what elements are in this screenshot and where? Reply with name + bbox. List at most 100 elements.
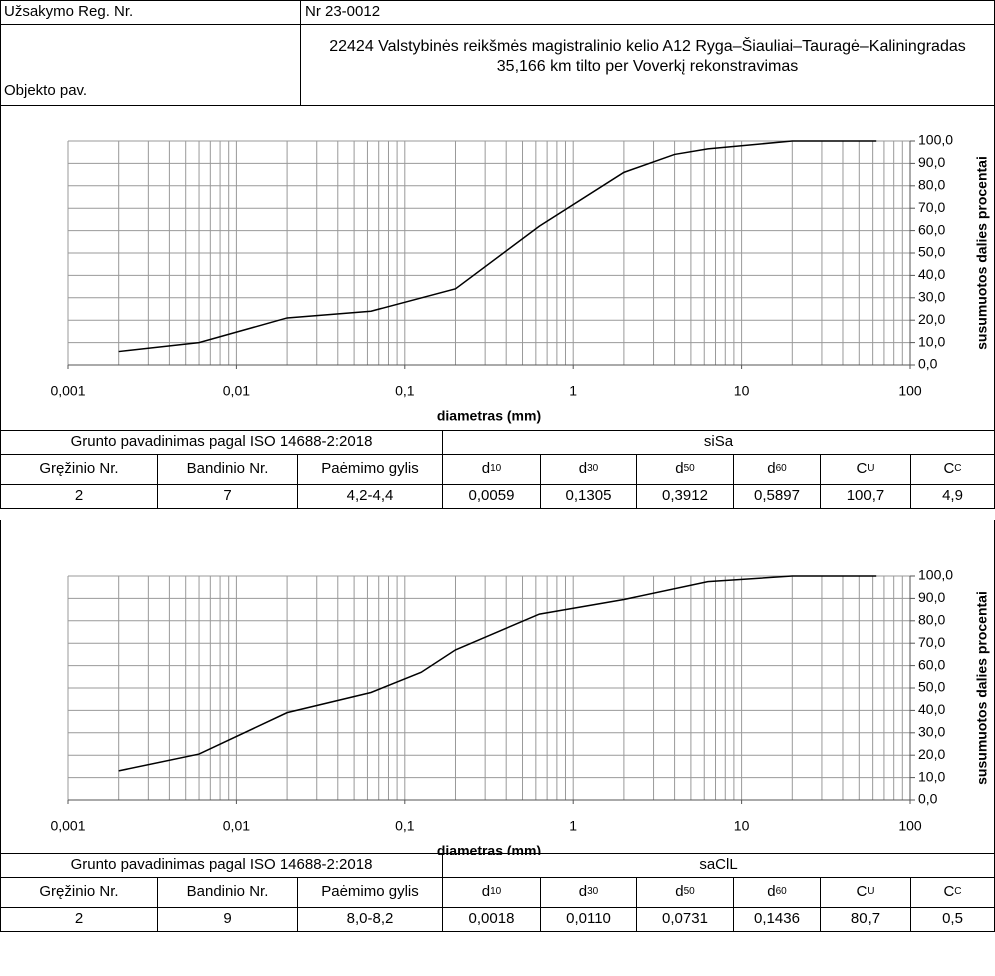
header-subscript: 10: [490, 886, 502, 898]
header-text: Paėmimo gylis: [321, 460, 419, 478]
header-cell: d 10: [442, 454, 541, 485]
x-tick-label: 0,001: [50, 383, 85, 399]
header-subscript: 50: [683, 463, 695, 475]
cell-value: 8,0-8,2: [346, 910, 394, 928]
label-cell: Užsakymo Reg. Nr.: [0, 0, 301, 25]
header-subscript: U: [867, 886, 875, 898]
x-tick-label: 10: [734, 818, 750, 834]
header-text: d: [578, 883, 588, 901]
data-cell: 7: [157, 484, 298, 509]
y-tick-label: 20,0: [918, 311, 945, 327]
cell-value: 2: [74, 910, 84, 928]
x-tick-label: 0,1: [395, 818, 415, 834]
cell-value: 0,1436: [754, 910, 800, 928]
data-cell: 100,7: [820, 484, 911, 509]
cell-value: 0,0731: [662, 910, 708, 928]
title-cell: Grunto pavadinimas pagal ISO 14688-2:201…: [0, 430, 443, 455]
header-text: C: [943, 460, 955, 478]
header-cell: d 10: [442, 877, 541, 908]
value-cell: Nr 23-0012: [300, 0, 995, 25]
y-tick-label: 90,0: [918, 589, 945, 605]
header-subscript: 30: [587, 886, 599, 898]
header-subscript: U: [867, 463, 875, 475]
y-tick-label: 70,0: [918, 199, 945, 215]
data-cell: 0,1436: [733, 907, 821, 932]
data-cell: 0,5: [910, 907, 995, 932]
x-tick-label: 0,01: [223, 383, 250, 399]
name-cell: siSa: [442, 430, 995, 455]
table-title: Grunto pavadinimas pagal ISO 14688-2:201…: [70, 856, 373, 874]
x-tick-label: 100: [898, 383, 922, 399]
cell-value: 9: [223, 910, 232, 928]
header-text: d: [578, 460, 588, 478]
header-cell: d 30: [540, 877, 637, 908]
table-title: Grunto pavadinimas pagal ISO 14688-2:201…: [70, 433, 373, 451]
title-cell: Grunto pavadinimas pagal ISO 14688-2:201…: [0, 853, 443, 878]
header-text: d: [675, 883, 684, 901]
data-cell: 0,0059: [442, 484, 541, 509]
y-tick-label: 60,0: [918, 656, 945, 672]
data-line: [118, 140, 877, 353]
y-tick-label: 90,0: [918, 154, 945, 170]
header-text: Bandinio Nr.: [186, 460, 269, 478]
header-cell: Gręžinio Nr.: [0, 454, 158, 485]
y-tick-label: 80,0: [918, 612, 945, 628]
y-tick-label: 30,0: [918, 724, 945, 740]
data-cell: 2: [0, 907, 158, 932]
header-text: Paėmimo gylis: [321, 883, 419, 901]
header-text: d: [481, 883, 491, 901]
x-tick-label: 100: [898, 818, 922, 834]
x-axis-label: diametras (mm): [437, 408, 541, 424]
cell-value: 0,0018: [468, 910, 515, 928]
x-tick-label: 10: [734, 383, 750, 399]
data-cell: 0,1305: [540, 484, 637, 509]
header-text: C: [856, 883, 868, 901]
header-text: Bandinio Nr.: [186, 883, 269, 901]
chart: 0,010,020,030,040,050,060,070,080,090,01…: [50, 567, 990, 855]
object-label: Objekto pav.: [4, 82, 88, 100]
y-tick-label: 0,0: [918, 356, 938, 372]
data-cell: 8,0-8,2: [297, 907, 443, 932]
header-cell: d 50: [636, 454, 734, 485]
data-cell: 0,0731: [636, 907, 734, 932]
object-value: 22424 Valstybinės reikšmės magistralinio…: [329, 38, 966, 75]
data-cell: 4,2-4,4: [297, 484, 443, 509]
x-tick-label: 1: [569, 818, 577, 834]
data-cell: 0,3912: [636, 484, 734, 509]
data-cell: 0,5897: [733, 484, 821, 509]
data-cell: 0,0110: [540, 907, 637, 932]
y-axis-label: susumuotos dalies procentai: [974, 156, 990, 350]
header-subscript: 60: [775, 886, 787, 898]
cell-value: 0,5: [942, 910, 963, 928]
header-cell: Bandinio Nr.: [157, 877, 298, 908]
cell-value: 7: [223, 487, 232, 505]
data-cell: 2: [0, 484, 158, 509]
cell-value: 2: [74, 487, 84, 505]
data-cell: 9: [157, 907, 298, 932]
header-text: C: [943, 883, 955, 901]
header-subscript: 30: [587, 463, 599, 475]
soil-name: siSa: [703, 433, 734, 451]
y-tick-label: 10,0: [918, 768, 945, 784]
y-tick-label: 40,0: [918, 266, 945, 282]
data-cell: 80,7: [820, 907, 911, 932]
y-axis-label: susumuotos dalies procentai: [974, 591, 990, 785]
header-subscript: 10: [490, 463, 502, 475]
data-cell: 4,9: [910, 484, 995, 509]
header-cell: d 60: [733, 454, 821, 485]
x-axis-label: diametras (mm): [437, 843, 541, 855]
chart: 0,010,020,030,040,050,060,070,080,090,01…: [50, 132, 990, 424]
data-cell: 0,0018: [442, 907, 541, 932]
y-tick-label: 30,0: [918, 289, 945, 305]
label-cell: Objekto pav.: [0, 24, 301, 106]
x-tick-label: 0,1: [395, 383, 415, 399]
header-text: d: [481, 460, 491, 478]
header-cell: d 50: [636, 877, 734, 908]
y-tick-label: 20,0: [918, 746, 945, 762]
cell-value: 4,9: [942, 487, 963, 505]
order-label: Užsakymo Reg. Nr.: [4, 3, 134, 21]
